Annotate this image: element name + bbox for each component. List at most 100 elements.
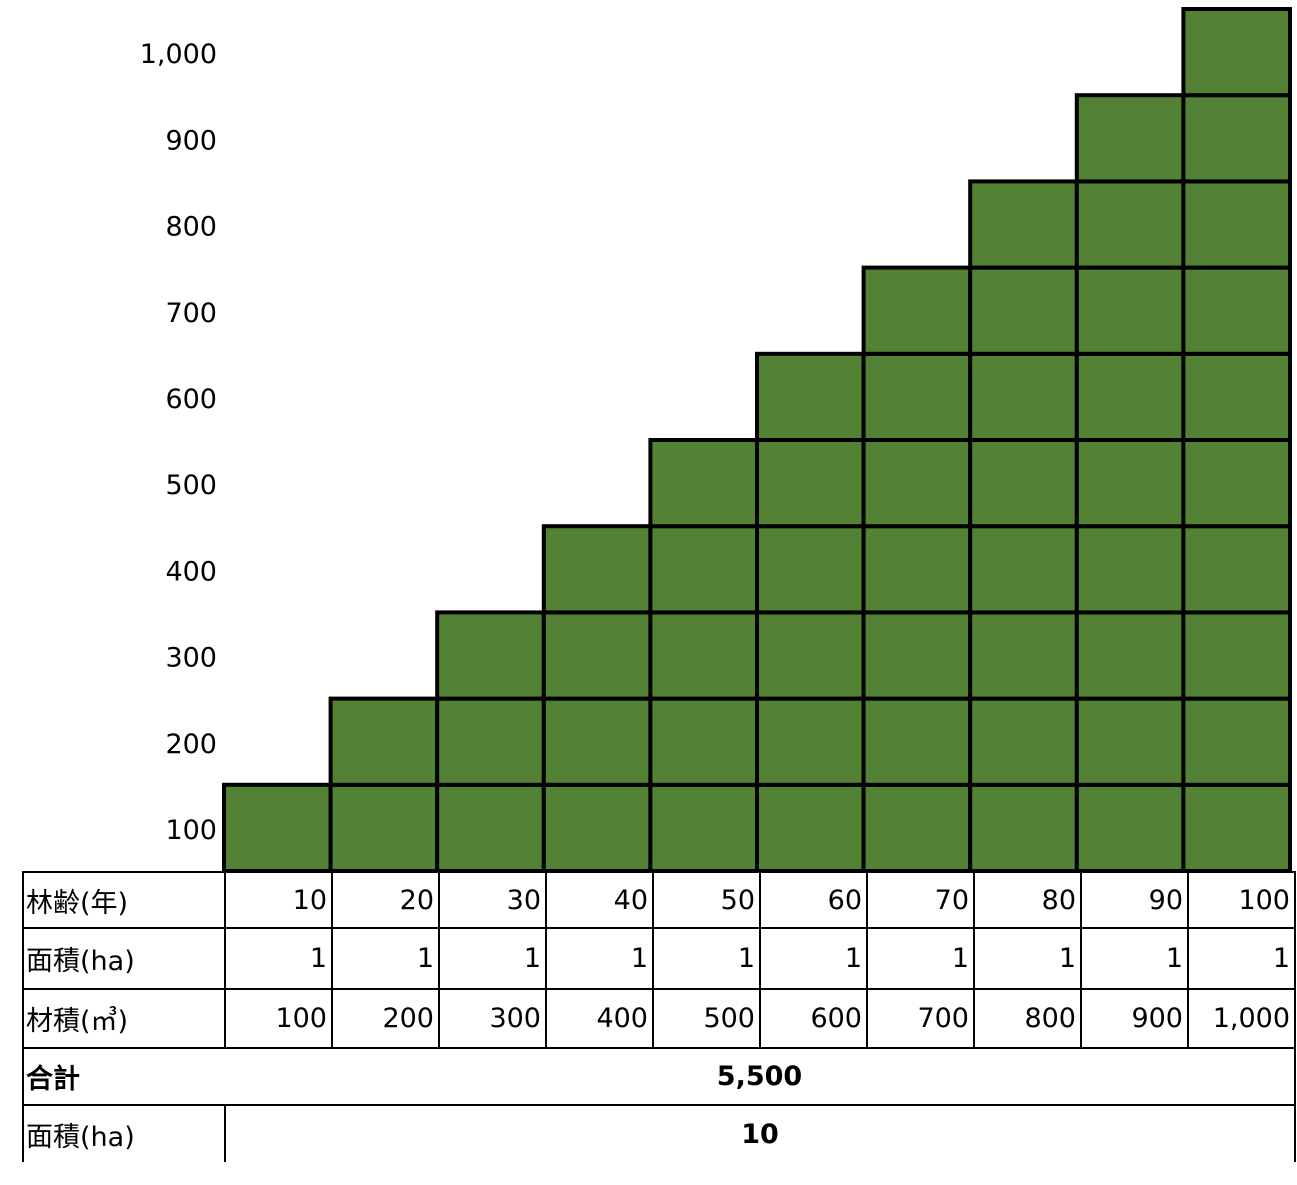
bar-block-100-4 [1181,524,1293,615]
bar-block-90-8 [1074,179,1186,270]
bar-block-90-1 [1074,782,1186,872]
bar-block-90-2 [1074,696,1186,787]
cell-volume-9: 900 [1080,988,1189,1049]
cell-age-10: 100 [1187,871,1296,929]
cell-age-3: 30 [438,871,547,929]
cell-volume-4: 400 [545,988,654,1049]
y-tick-label: 500 [165,470,217,501]
bar-block-100-2 [1181,696,1293,787]
bar-block-70-1 [861,782,973,872]
y-tick-label: 900 [165,125,217,156]
bar-block-60-1 [755,782,866,872]
cell-area-1: 1 [224,927,333,990]
bar-block-100-1 [1181,782,1293,872]
bar-block-80-2 [968,696,1079,787]
y-tick-label: 800 [165,212,217,243]
bar-block-60-6 [755,351,866,442]
bar-block-80-4 [968,524,1079,615]
bar-block-40-2 [541,696,653,787]
cell-area-7: 1 [866,927,975,990]
bar-block-100-8 [1181,179,1293,270]
cell-age-5: 50 [652,871,761,929]
cell-age-2: 20 [331,871,440,929]
cell-area-6: 1 [759,927,868,990]
cell-age-6: 60 [759,871,868,929]
y-tick-label: 100 [165,815,217,846]
bar-block-70-7 [861,265,973,356]
y-tick-label: 1,000 [140,39,217,70]
cell-volume-1: 100 [224,988,333,1049]
bar-block-60-5 [755,438,866,529]
bar-block-40-3 [541,610,653,701]
bar-block-70-2 [861,696,973,787]
bar-block-100-6 [1181,351,1293,442]
row-label-area: 面積(ha) [22,927,226,990]
cell-volume-8: 800 [973,988,1082,1049]
row-label-volume: 材積(㎥) [22,988,226,1049]
bar-block-80-1 [968,782,1079,872]
bar-block-50-2 [648,696,760,787]
bar-block-50-1 [648,782,760,872]
bar-block-60-3 [755,610,866,701]
cell-volume-2: 200 [331,988,440,1049]
table-row-volume: 材積(㎥) 100 200 300 400 500 600 700 800 90… [22,988,1296,1049]
bar-block-50-3 [648,610,760,701]
y-tick-label: 600 [165,384,217,415]
bar-block-30-1 [435,782,546,872]
bar-block-70-5 [861,438,973,529]
bar-block-80-8 [968,179,1079,270]
bar-block-20-1 [328,782,440,872]
bar-block-60-2 [755,696,866,787]
area-total-value: 10 [224,1104,1296,1162]
cell-age-9: 90 [1080,871,1189,929]
cell-age-7: 70 [866,871,975,929]
data-table: 林齢(年) 10 20 30 40 50 60 70 80 90 100 面積(… [22,871,1296,1162]
total-label: 合計 [22,1047,225,1106]
y-tick-label: 300 [165,643,217,674]
bar-block-20-2 [328,696,440,787]
bar-block-100-5 [1181,438,1293,529]
cell-area-9: 1 [1080,927,1189,990]
total-value: 5,500 [225,1047,1296,1106]
bar-block-90-7 [1074,265,1186,356]
cell-age-1: 10 [224,871,333,929]
bar-block-90-6 [1074,351,1186,442]
bar-block-100-7 [1181,265,1293,356]
cell-area-10: 1 [1187,927,1296,990]
bar-block-50-5 [648,438,760,529]
cell-area-4: 1 [545,927,654,990]
table-row-total: 合計 5,500 [22,1047,1296,1106]
cell-area-5: 1 [652,927,761,990]
cell-volume-6: 600 [759,988,868,1049]
bar-block-90-5 [1074,438,1186,529]
cell-volume-3: 300 [438,988,547,1049]
bar-block-100-10 [1181,7,1293,98]
bar-block-70-4 [861,524,973,615]
cell-age-4: 40 [545,871,654,929]
bar-block-70-3 [861,610,973,701]
stacked-block-chart: 100 200 300 400 500 600 700 800 900 1,000 [140,7,1293,872]
bar-block-30-3 [435,610,546,701]
row-label-age: 林齢(年) [22,871,226,929]
bar-block-70-6 [861,351,973,442]
cell-volume-7: 700 [866,988,975,1049]
bar-block-90-3 [1074,610,1186,701]
y-tick-label: 200 [165,729,217,760]
bar-block-80-5 [968,438,1079,529]
bar-block-100-9 [1181,93,1293,184]
cell-area-8: 1 [973,927,1082,990]
bar-block-40-1 [541,782,653,872]
bar-block-100-3 [1181,610,1293,701]
bar-block-80-3 [968,610,1079,701]
cell-area-2: 1 [331,927,440,990]
y-tick-label: 400 [165,556,217,587]
cell-age-8: 80 [973,871,1082,929]
table-row-age: 林齢(年) 10 20 30 40 50 60 70 80 90 100 [22,871,1296,929]
bar-block-90-4 [1074,524,1186,615]
bar-block-80-6 [968,351,1079,442]
bar-block-90-9 [1074,93,1186,184]
bar-block-80-7 [968,265,1079,356]
area-total-label: 面積(ha) [22,1104,226,1162]
cell-area-3: 1 [438,927,547,990]
bar-block-60-4 [755,524,866,615]
